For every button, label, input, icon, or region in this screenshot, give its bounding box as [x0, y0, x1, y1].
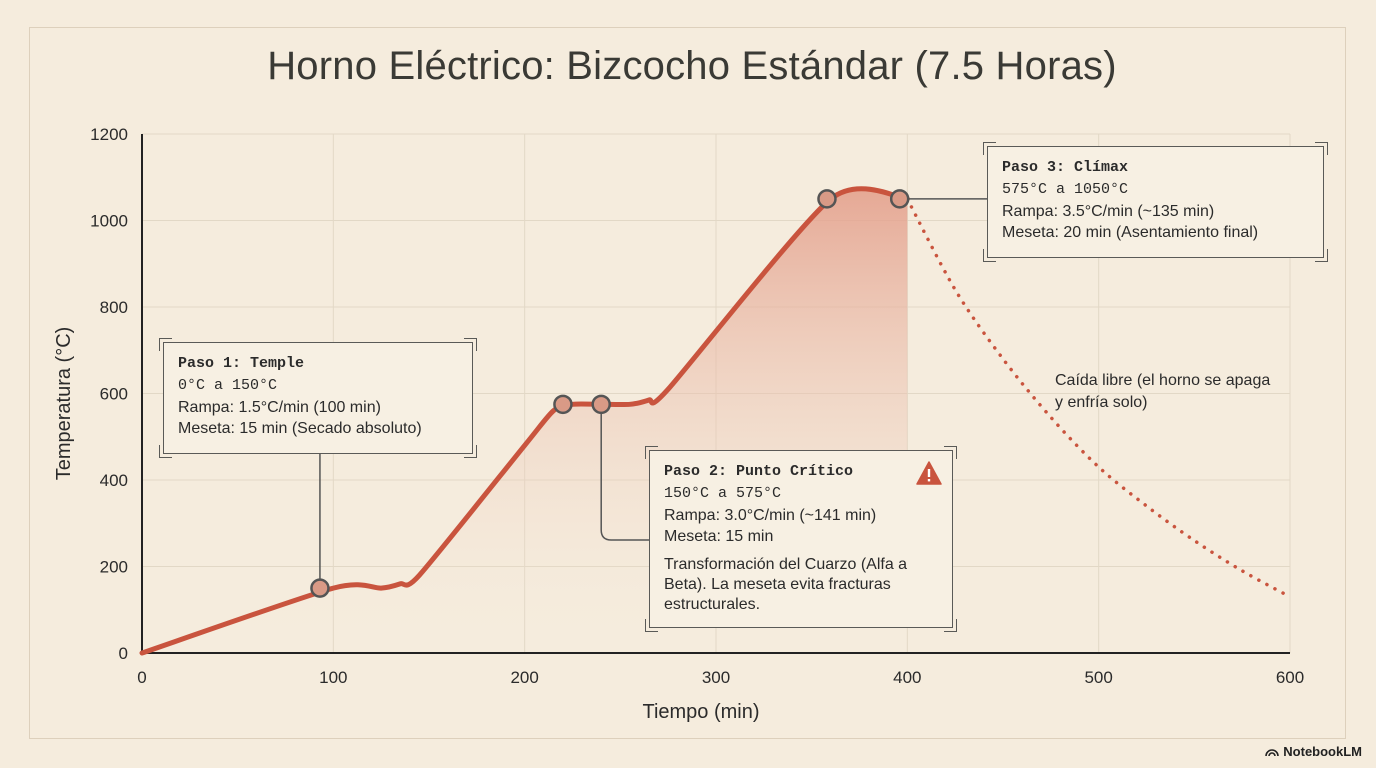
y-tick-label: 0 [119, 644, 128, 663]
y-tick-label: 1000 [90, 212, 128, 231]
data-point-marker [889, 189, 910, 209]
step-3-range: 575°C a 1050°C [1002, 181, 1129, 198]
x-tick-label: 0 [137, 668, 146, 687]
x-tick-label: 100 [319, 668, 347, 687]
step-1-title: Paso 1: Temple [178, 355, 305, 372]
step-3-title: Paso 3: Clímax [1002, 159, 1129, 176]
step-3-ramp: Rampa: 3.5°C/min (~135 min) [1002, 203, 1215, 220]
y-tick-label: 200 [100, 558, 128, 577]
chart-title: Horno Eléctrico: Bizcocho Estándar (7.5 … [267, 44, 1117, 88]
step-2-note: Transformación del Cuarzo (Alfa a Beta).… [664, 556, 908, 613]
x-axis-label: Tiempo (min) [642, 701, 759, 723]
data-point-marker [310, 578, 330, 598]
step-2-hold: Meseta: 15 min [664, 528, 774, 545]
annotation-step-2: Paso 2: Punto Crítico 150°C a 575°C Ramp… [645, 446, 957, 632]
step-2-ramp: Rampa: 3.0°C/min (~141 min) [664, 507, 877, 524]
y-tick-label: 1200 [90, 125, 128, 144]
x-tick-label: 400 [893, 668, 921, 687]
annotation-step-3: Paso 3: Clímax 575°C a 1050°C Rampa: 3.5… [983, 142, 1328, 262]
step-1-hold: Meseta: 15 min (Secado absoluto) [178, 420, 422, 437]
step-1-range: 0°C a 150°C [178, 377, 278, 394]
free-fall-note: Caída libre (el horno se apaga y enfría … [1055, 372, 1271, 411]
step-2-range: 150°C a 575°C [664, 485, 782, 502]
brand-label: NotebookLM [1265, 744, 1362, 759]
x-tick-label: 300 [702, 668, 730, 687]
data-point-marker [591, 394, 611, 415]
annotation-step-1: Paso 1: Temple 0°C a 150°C Rampa: 1.5°C/… [159, 338, 477, 458]
x-tick-label: 200 [510, 668, 538, 687]
y-tick-label: 800 [100, 298, 128, 317]
step-1-ramp: Rampa: 1.5°C/min (100 min) [178, 399, 381, 416]
data-point-marker [553, 394, 573, 415]
warning-icon [916, 461, 942, 485]
step-3-hold: Meseta: 20 min (Asentamiento final) [1002, 224, 1259, 241]
notebooklm-logo-icon [1265, 748, 1280, 756]
step-2-title: Paso 2: Punto Crítico [664, 463, 854, 480]
data-point-marker [817, 189, 837, 209]
x-tick-label: 600 [1276, 668, 1304, 687]
chart-frame [29, 27, 1346, 739]
y-tick-label: 600 [100, 385, 128, 404]
y-tick-label: 400 [100, 471, 128, 490]
leader-line-step-2 [600, 404, 649, 541]
y-axis-label: Temperatura (°C) [53, 327, 75, 481]
x-tick-label: 500 [1084, 668, 1112, 687]
brand-text: NotebookLM [1283, 744, 1362, 759]
